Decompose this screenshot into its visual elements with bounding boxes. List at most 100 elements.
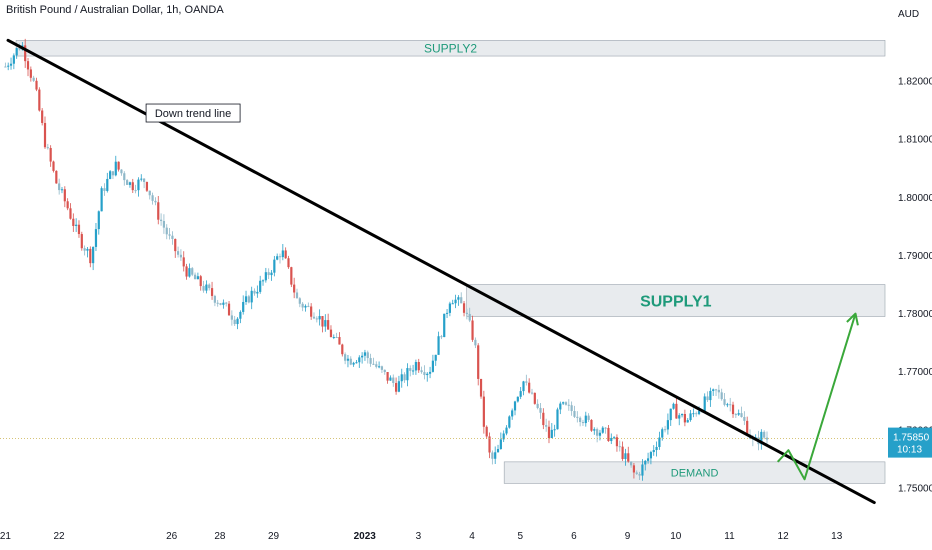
x-axis: 21 22 26 28 29 2023 3 4 5 6 9 10 11 12 13	[0, 531, 843, 542]
candle-body	[344, 354, 347, 361]
candle-body	[208, 284, 211, 289]
candle-body	[692, 413, 695, 415]
zone-supply1[interactable]	[466, 284, 886, 317]
candle-body	[454, 299, 457, 304]
candle-body	[380, 366, 384, 370]
candle-body	[440, 336, 443, 338]
candle-body	[43, 122, 47, 148]
candle-body	[663, 429, 667, 431]
candle-body	[491, 452, 494, 459]
candle-body	[239, 311, 242, 319]
trend-line-label-box	[145, 103, 241, 123]
y-tick-label: 1.78000	[898, 309, 932, 320]
candle-body	[111, 171, 115, 176]
candle-body	[652, 450, 655, 453]
candle-body	[468, 313, 471, 321]
candle-body	[185, 266, 188, 277]
candle-body	[607, 427, 610, 442]
candle-body	[689, 413, 692, 421]
candle-body	[717, 389, 720, 393]
candle-body	[428, 371, 432, 374]
candle-body	[465, 312, 468, 314]
candle-body	[315, 318, 318, 320]
candle-body	[324, 320, 327, 327]
x-tick-label: 9	[625, 531, 631, 542]
candle-body	[120, 169, 123, 174]
candle-body	[695, 413, 698, 415]
candle-body	[151, 195, 154, 201]
zone-demand[interactable]	[503, 461, 886, 484]
price-badge-value: 1.75850	[893, 433, 930, 444]
candle-body	[513, 401, 517, 411]
x-tick-label: 6	[571, 531, 577, 542]
candle-body	[604, 427, 607, 429]
candle-body	[26, 61, 30, 70]
candle-body	[60, 189, 64, 191]
candle-body	[157, 202, 160, 220]
candle-body	[525, 381, 528, 383]
candle-body	[686, 420, 689, 423]
candle-body	[233, 319, 236, 325]
candle-body	[610, 437, 613, 442]
candle-body	[683, 413, 686, 423]
candle-body	[627, 453, 630, 462]
candle-body	[547, 426, 551, 439]
candle-body	[335, 337, 338, 339]
candle-body	[358, 357, 361, 363]
candle-body	[134, 190, 137, 192]
candle-body	[261, 280, 265, 282]
candle-body	[383, 369, 386, 373]
x-tick-label: 3	[416, 531, 422, 542]
candle-body	[720, 392, 723, 400]
down-trend-line[interactable]	[6, 38, 876, 505]
candle-body	[445, 312, 449, 314]
zone-label-supply2: SUPPLY2	[424, 42, 477, 56]
candle-body	[579, 417, 582, 422]
projection-arrow[interactable]	[776, 313, 857, 481]
candle-body	[655, 446, 658, 451]
candle-body	[145, 181, 149, 191]
x-tick-label: 21	[0, 531, 11, 542]
candle-body	[760, 431, 763, 445]
candles-layer	[4, 38, 769, 481]
y-tick-label: 1.82000	[898, 77, 932, 88]
candle-body	[556, 409, 559, 430]
candle-body	[69, 208, 72, 219]
candle-body	[666, 420, 670, 430]
candle-body	[312, 316, 316, 319]
candle-body	[247, 296, 250, 303]
candle-body	[530, 392, 534, 394]
candle-body	[154, 200, 157, 203]
candle-body	[723, 399, 726, 405]
candle-body	[216, 302, 219, 304]
candle-body	[270, 272, 273, 276]
candle-body	[539, 407, 542, 413]
candle-body	[29, 69, 32, 78]
candle-body	[522, 381, 525, 392]
y-tick-label: 1.80000	[898, 193, 932, 204]
candle-body	[77, 224, 81, 235]
candle-body	[573, 411, 576, 417]
candle-body	[7, 65, 10, 67]
candle-body	[462, 303, 466, 313]
candle-body	[400, 374, 403, 382]
candle-body	[168, 234, 171, 236]
candle-body	[341, 344, 344, 355]
candle-body	[281, 250, 284, 258]
candle-body	[550, 429, 553, 439]
candle-body	[165, 227, 168, 235]
candle-body	[409, 368, 412, 371]
candle-body	[295, 292, 299, 299]
candle-body	[250, 290, 253, 303]
candle-body	[259, 280, 262, 292]
candle-body	[66, 201, 69, 209]
candle-body	[496, 448, 500, 453]
candle-body	[49, 147, 52, 162]
candle-body	[746, 420, 749, 435]
candle-body	[191, 268, 194, 275]
candle-body	[352, 362, 355, 365]
candle-body	[117, 161, 120, 170]
candle-body	[126, 180, 129, 185]
x-tick-label: 2023	[354, 531, 377, 542]
